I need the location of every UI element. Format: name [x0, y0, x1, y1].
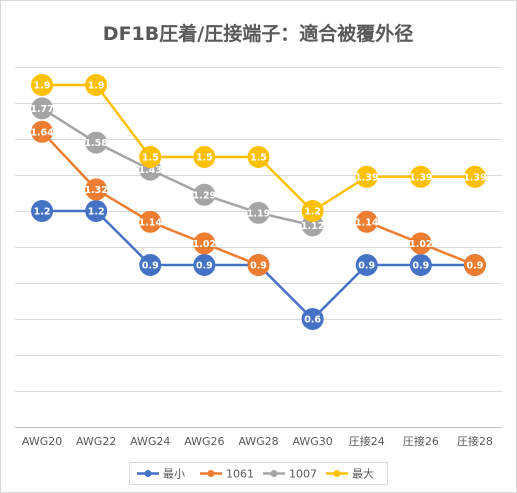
data-point [85, 200, 108, 222]
x-tick-label: AWG28 [238, 435, 278, 448]
data-label: 0.9 [412, 261, 429, 272]
data-point [463, 254, 486, 276]
data-point [355, 165, 378, 188]
data-label: 1.39 [355, 172, 378, 183]
data-point [193, 254, 216, 276]
legend-marker [270, 470, 278, 477]
data-label: 1.9 [88, 81, 105, 92]
data-point [31, 200, 54, 222]
data-point [193, 232, 216, 255]
data-label: 1.14 [139, 217, 163, 228]
data-point [409, 254, 432, 276]
x-axis-ticks: AWG20 AWG22 AWG24 AWG26 AWG28 AWG30 圧接24 圧接26 圧接… [22, 435, 493, 448]
data-label: 1.02 [193, 239, 216, 250]
data-label: 1.14 [355, 217, 379, 228]
data-label: 1.02 [409, 239, 432, 250]
data-point [31, 74, 54, 96]
data-label: 1.5 [250, 153, 267, 164]
data-label: 1.64 [30, 127, 54, 138]
data-point [247, 201, 270, 224]
data-point [409, 232, 432, 255]
x-tick-label: 圧接26 [403, 435, 439, 448]
legend-label: 1061 [226, 468, 254, 481]
data-point [193, 183, 216, 206]
legend-marker [207, 470, 215, 477]
data-point [247, 146, 270, 168]
data-point [139, 210, 162, 233]
data-label: 0.9 [467, 261, 484, 272]
data-point [85, 178, 108, 201]
data-label: 0.9 [250, 261, 267, 272]
data-label: 1.77 [30, 104, 53, 115]
data-point [85, 131, 108, 154]
data-label: 1.32 [84, 185, 107, 196]
data-label: 1.12 [301, 221, 324, 232]
data-label: 0.9 [358, 261, 375, 272]
data-label: 0.9 [142, 261, 159, 272]
data-label: 1.43 [139, 165, 162, 176]
series-line [41, 107, 313, 227]
data-point [31, 120, 54, 143]
data-point [355, 254, 378, 276]
x-tick-label: 圧接24 [349, 435, 385, 448]
series-markers: 1.2 1.2 0.9 0.9 0.9 0.6 0.9 0.9 0.9 1.64 1.32 1.14 1… [30, 74, 487, 330]
data-point [139, 146, 162, 168]
data-point [409, 165, 432, 188]
data-label: 1.2 [34, 207, 51, 218]
legend-label: 1007 [289, 468, 317, 481]
legend-marker [333, 470, 341, 477]
legend-marker [144, 470, 152, 477]
x-tick-label: AWG30 [292, 435, 332, 448]
data-point [301, 308, 324, 330]
legend-label: 最小 [163, 468, 185, 481]
data-label: 1.2 [304, 207, 321, 218]
x-tick-label: AWG24 [130, 435, 170, 448]
data-point [85, 74, 108, 96]
x-tick-label: AWG26 [184, 435, 224, 448]
data-point [193, 146, 216, 168]
data-label: 1.58 [84, 138, 108, 149]
data-point [247, 254, 270, 276]
data-label: 1.9 [34, 81, 51, 92]
data-point [463, 165, 486, 188]
data-point [139, 254, 162, 276]
data-label: 1.39 [409, 172, 432, 183]
data-label: 1.5 [196, 153, 213, 164]
chart-title: DF1B圧着/圧接端子：適合被覆外径 [103, 22, 413, 45]
data-label: 1.2 [88, 207, 105, 218]
data-point [301, 200, 324, 222]
data-label: 1.39 [463, 172, 486, 183]
data-point [31, 97, 54, 120]
x-tick-label: AWG22 [76, 435, 116, 448]
legend-label: 最大 [352, 467, 374, 481]
data-label: 1.19 [247, 208, 270, 219]
x-tick-label: AWG20 [22, 435, 62, 448]
data-label: 1.29 [193, 190, 216, 201]
x-tick-label: 圧接28 [457, 435, 493, 448]
data-point [355, 210, 378, 233]
data-label: 0.6 [304, 315, 321, 326]
legend-box [129, 462, 388, 485]
legend: 最小 1061 1007 最大 [129, 462, 388, 485]
data-label: 0.9 [196, 261, 213, 272]
data-label: 1.5 [142, 153, 159, 164]
